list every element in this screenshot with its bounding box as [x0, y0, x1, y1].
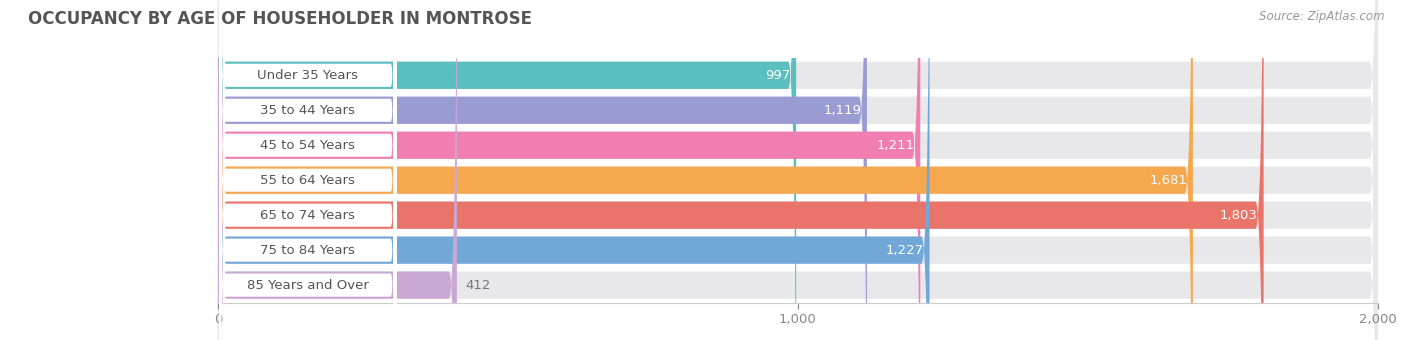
- Text: 1,681: 1,681: [1149, 174, 1187, 187]
- FancyBboxPatch shape: [218, 0, 457, 340]
- FancyBboxPatch shape: [218, 0, 1264, 340]
- Text: 1,211: 1,211: [876, 139, 914, 152]
- Text: 65 to 74 Years: 65 to 74 Years: [260, 209, 356, 222]
- FancyBboxPatch shape: [218, 0, 1378, 340]
- FancyBboxPatch shape: [219, 0, 396, 340]
- Text: 85 Years and Over: 85 Years and Over: [247, 278, 368, 292]
- Text: 1,227: 1,227: [886, 244, 924, 257]
- FancyBboxPatch shape: [219, 0, 396, 340]
- FancyBboxPatch shape: [218, 0, 1378, 340]
- FancyBboxPatch shape: [218, 0, 1378, 340]
- FancyBboxPatch shape: [218, 0, 796, 340]
- Text: Source: ZipAtlas.com: Source: ZipAtlas.com: [1260, 10, 1385, 23]
- FancyBboxPatch shape: [218, 0, 1192, 340]
- FancyBboxPatch shape: [219, 0, 396, 340]
- Text: 997: 997: [765, 69, 790, 82]
- FancyBboxPatch shape: [219, 0, 396, 340]
- FancyBboxPatch shape: [219, 0, 396, 340]
- Text: OCCUPANCY BY AGE OF HOUSEHOLDER IN MONTROSE: OCCUPANCY BY AGE OF HOUSEHOLDER IN MONTR…: [28, 10, 531, 28]
- FancyBboxPatch shape: [218, 0, 929, 340]
- FancyBboxPatch shape: [218, 0, 921, 340]
- Text: 45 to 54 Years: 45 to 54 Years: [260, 139, 356, 152]
- FancyBboxPatch shape: [218, 0, 1378, 340]
- Text: 55 to 64 Years: 55 to 64 Years: [260, 174, 356, 187]
- Text: 1,119: 1,119: [823, 104, 860, 117]
- Text: 35 to 44 Years: 35 to 44 Years: [260, 104, 356, 117]
- FancyBboxPatch shape: [218, 0, 1378, 340]
- FancyBboxPatch shape: [218, 0, 868, 340]
- Text: 412: 412: [465, 278, 491, 292]
- Text: 1,803: 1,803: [1220, 209, 1258, 222]
- Text: Under 35 Years: Under 35 Years: [257, 69, 359, 82]
- FancyBboxPatch shape: [219, 0, 396, 340]
- Text: 75 to 84 Years: 75 to 84 Years: [260, 244, 356, 257]
- FancyBboxPatch shape: [218, 0, 1378, 340]
- FancyBboxPatch shape: [219, 0, 396, 340]
- FancyBboxPatch shape: [218, 0, 1378, 340]
